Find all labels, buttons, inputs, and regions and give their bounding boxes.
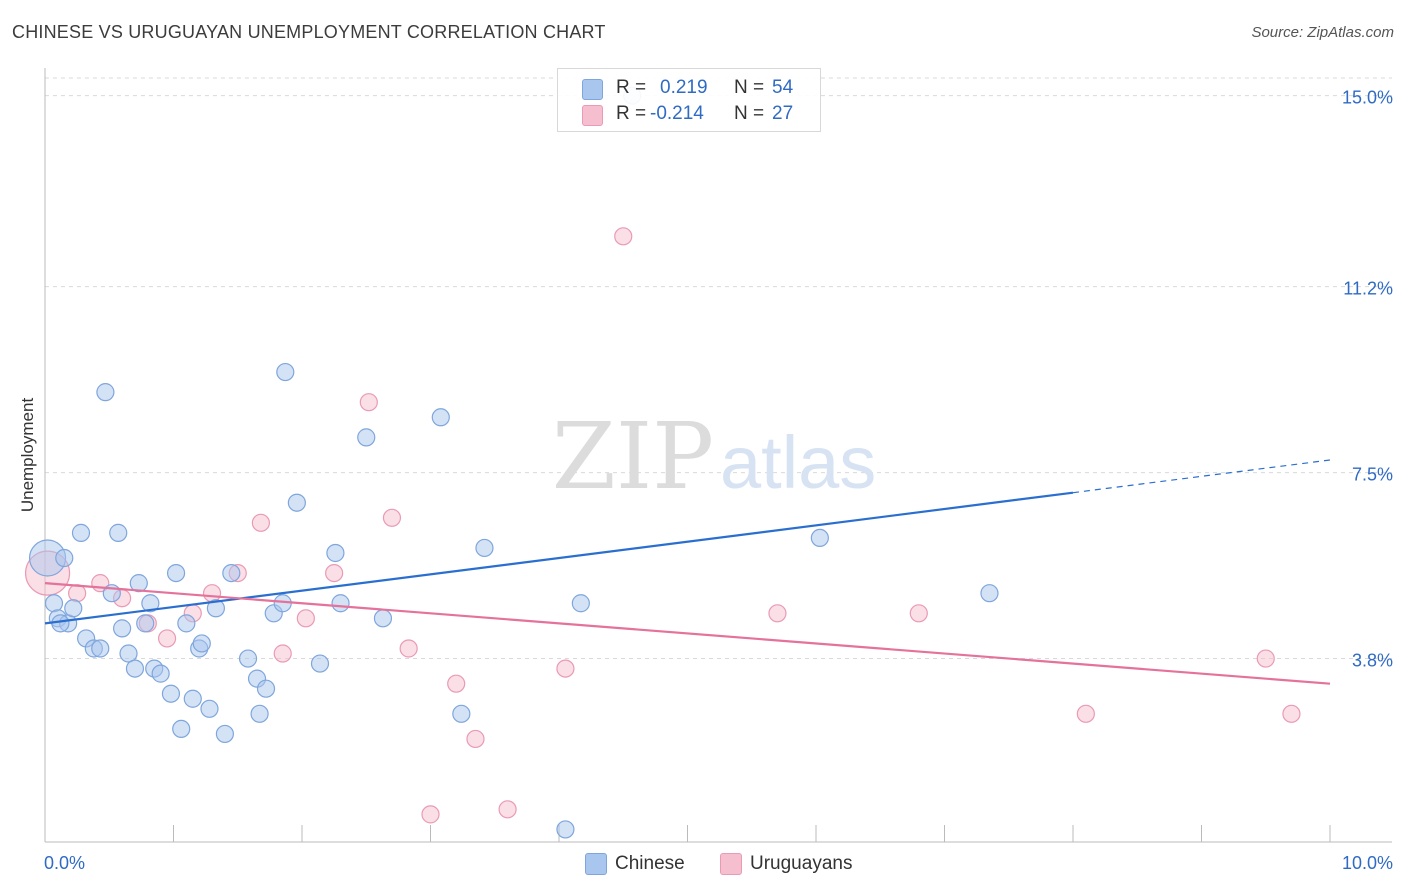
chinese-point xyxy=(556,820,575,839)
chinese-point xyxy=(172,719,191,739)
chinese-trend-extension xyxy=(1072,459,1331,494)
uruguayans-point xyxy=(447,674,466,693)
chinese-point xyxy=(431,408,450,427)
uruguayans-point xyxy=(157,629,177,648)
bottom-swatch-blue xyxy=(585,853,607,875)
watermark: ZIP atlas xyxy=(552,403,876,510)
chinese-point xyxy=(91,639,110,658)
chinese-point xyxy=(980,584,999,603)
chinese-point xyxy=(287,493,306,512)
uruguayans-point xyxy=(399,639,418,658)
y-tick-label: 3.8% xyxy=(1352,651,1393,671)
chinese-point xyxy=(119,644,138,663)
uruguayans-point xyxy=(202,584,222,603)
chinese-point xyxy=(55,548,74,568)
chart-title: CHINESE VS URUGUAYAN UNEMPLOYMENT CORREL… xyxy=(12,22,606,42)
uruguayans-point xyxy=(1282,704,1301,723)
uruguayans-point xyxy=(359,393,378,412)
chinese-point xyxy=(276,362,295,382)
legend-n-value: 54 xyxy=(772,77,794,98)
chinese-point xyxy=(192,634,211,653)
chinese-point xyxy=(256,679,276,698)
uruguayans-point xyxy=(273,644,292,663)
chinese-point xyxy=(161,684,181,703)
uruguayans-point xyxy=(498,800,517,819)
chinese-point xyxy=(222,563,241,583)
chinese-point xyxy=(452,704,471,723)
chinese-point xyxy=(64,599,83,618)
chinese-point xyxy=(215,724,234,744)
grid-lines xyxy=(45,77,1392,660)
legend-r-label: R = xyxy=(616,77,647,98)
uruguayans-point xyxy=(1256,649,1275,668)
chinese-point xyxy=(200,699,219,718)
chinese-point xyxy=(44,594,64,613)
legend-n-value: 27 xyxy=(772,103,794,124)
uruguayans-point xyxy=(251,513,270,532)
uruguayans-point xyxy=(556,659,575,678)
y-tick-label: 15.0% xyxy=(1342,88,1393,108)
uruguayans-point xyxy=(296,609,315,628)
chinese-point xyxy=(129,574,148,593)
chinese-point xyxy=(206,599,226,618)
uruguayans-point xyxy=(1076,704,1095,723)
uruguayans-point xyxy=(466,729,485,749)
bottom-legend-label: Chinese xyxy=(615,853,685,874)
chinese-point xyxy=(136,614,155,633)
chinese-point xyxy=(96,383,115,402)
y-tick-label: 11.2% xyxy=(1343,279,1393,299)
chinese-point xyxy=(571,594,590,613)
uruguayans-trend-line xyxy=(44,582,1331,685)
legend-n-label: N = xyxy=(734,77,765,98)
legend-r-value: -0.214 xyxy=(650,103,704,124)
chinese-point xyxy=(51,614,70,633)
chinese-point xyxy=(250,704,269,723)
uruguayans-point xyxy=(68,584,87,603)
chinese-trend-line xyxy=(44,491,1074,625)
tick-labels: 3.8% 7.5% 11.2% 15.0% 0.0% 10.0% xyxy=(44,88,1393,873)
chinese-point xyxy=(183,689,202,708)
chinese-point xyxy=(141,594,160,613)
legend-swatch-blue xyxy=(582,79,603,100)
chinese-point xyxy=(357,428,376,447)
chinese-point xyxy=(326,543,345,563)
uruguayans-point xyxy=(909,604,928,623)
watermark-zip: ZIP xyxy=(552,403,714,510)
chinese-point xyxy=(475,538,494,558)
chinese-point xyxy=(112,619,132,638)
uruguayans-point xyxy=(768,604,787,623)
legend-r-label: R = xyxy=(616,103,647,124)
chinese-point xyxy=(166,563,186,583)
chinese-point xyxy=(151,664,170,683)
y-tick-label: 7.5% xyxy=(1352,465,1393,485)
bottom-swatch-pink xyxy=(720,853,742,875)
legend-r-value: 0.219 xyxy=(660,77,708,98)
chinese-point xyxy=(71,523,91,542)
watermark-atlas: atlas xyxy=(720,421,876,504)
trend-lines xyxy=(44,459,1331,685)
chinese-point xyxy=(331,594,350,613)
chinese-point xyxy=(310,654,330,673)
uruguayans-point xyxy=(614,227,633,246)
legend-swatch-pink xyxy=(582,105,603,126)
y-axis-label: Unemployment xyxy=(18,397,37,513)
source-label: Source: ZipAtlas.com xyxy=(1251,24,1394,41)
legend-n-label: N = xyxy=(734,103,765,124)
chinese-point xyxy=(125,659,145,678)
axes xyxy=(44,68,1392,843)
chinese-point xyxy=(238,649,258,668)
uruguayans-point xyxy=(421,805,440,824)
bottom-legend-label: Uruguayans xyxy=(750,853,853,874)
chinese-point xyxy=(177,614,196,633)
chinese-point xyxy=(810,528,829,548)
chinese-point xyxy=(373,609,393,628)
x-tick-label: 10.0% xyxy=(1342,853,1393,873)
x-tick-label: 0.0% xyxy=(44,853,85,873)
correlation-legend: R = 0.219 N = 54 R = -0.214 N = 27 xyxy=(557,68,821,132)
uruguayans-point xyxy=(325,563,344,583)
uruguayans-point xyxy=(382,508,402,527)
chinese-point xyxy=(109,523,128,542)
